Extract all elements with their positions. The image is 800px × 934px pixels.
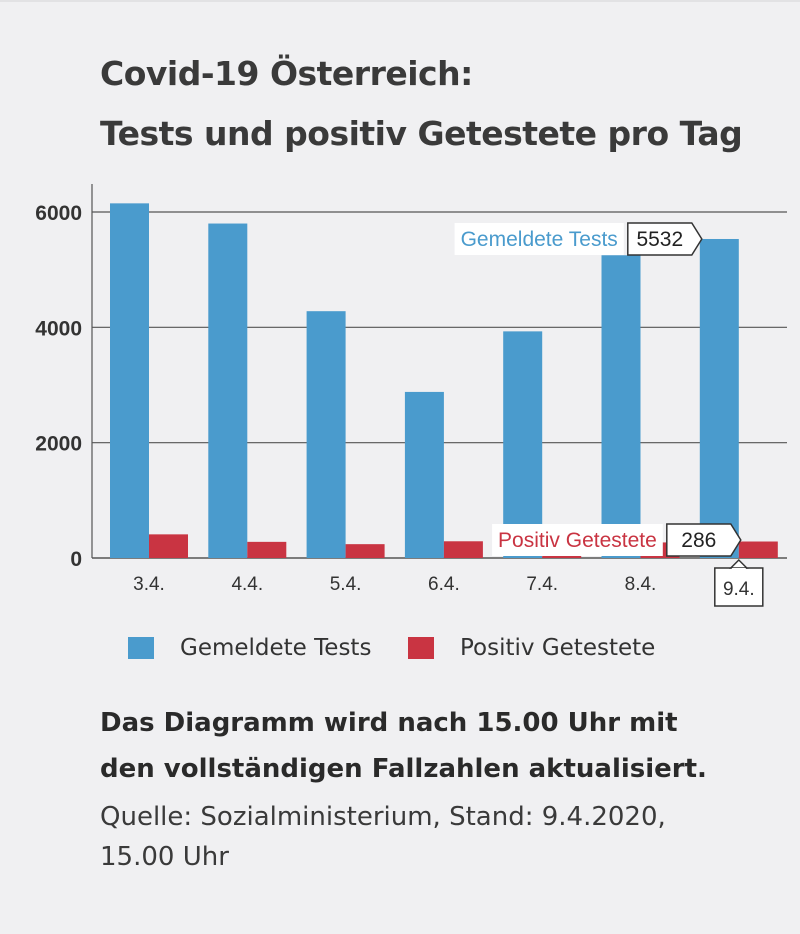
highlight-tick-gap: [731, 568, 746, 571]
highlight-tick-pointer: [728, 558, 749, 569]
y-tick-label: 2000: [35, 433, 82, 456]
bar-tests: [601, 255, 641, 558]
source-line-2: 15.00 Uhr: [100, 842, 229, 872]
annotation-label-positive: Positiv Getestete: [498, 529, 657, 552]
bar-tests: [306, 311, 346, 558]
legend-swatch-tests: [128, 637, 154, 659]
annotation-value-tests: 5532: [636, 228, 683, 251]
bar-chart: 0 2000 4000 6000 3.4. 4.4. 5.4. 6.4. 7.4. 8.4. 9.4…: [35, 184, 787, 607]
bar-positive: [738, 541, 778, 558]
x-tick-label: 6.4.: [428, 574, 460, 595]
bar-tests: [503, 331, 543, 558]
bar-positive: [149, 534, 188, 558]
annotation-label-bg-positive: [492, 524, 663, 556]
chart-title-line-2: Tests und positiv Getestete pro Tag: [100, 114, 743, 153]
bar-tests: [110, 203, 149, 558]
bar-positive: [345, 544, 385, 558]
x-tick-label: 3.4.: [133, 574, 165, 595]
x-tick-label: 4.4.: [231, 574, 263, 595]
update-note-line-1: Das Diagramm wird nach 15.00 Uhr mit: [100, 708, 678, 738]
annotation-label-tests: Gemeldete Tests: [461, 228, 618, 251]
annotation-value-positive: 286: [681, 529, 716, 552]
annotation-box-positive: [666, 523, 742, 557]
update-note-line-2: den vollständigen Fallzahlen aktualisier…: [100, 754, 707, 784]
annotation-box-tests: [627, 222, 703, 256]
chart-title-line-1: Covid-19 Österreich:: [100, 54, 473, 93]
legend-label-tests: Gemeldete Tests: [180, 635, 372, 661]
source-line-1: Quelle: Sozialministerium, Stand: 9.4.20…: [100, 802, 666, 832]
bar-tests: [208, 223, 248, 559]
x-tick-label: 5.4.: [330, 574, 362, 595]
y-tick-label: 0: [70, 548, 82, 571]
bar-tests: [699, 238, 739, 558]
legend-item-positive: Positiv Getestete: [408, 630, 655, 666]
legend-label-positive: Positiv Getestete: [460, 635, 656, 661]
y-tick-label: 6000: [35, 202, 82, 225]
x-tick-label: 7.4.: [526, 574, 558, 595]
x-tick-label: 8.4.: [625, 574, 657, 595]
legend-item-tests: Gemeldete Tests: [128, 630, 371, 666]
bar-tests: [404, 391, 444, 558]
x-tick-label-highlighted: 9.4.: [723, 579, 755, 600]
y-tick-label: 4000: [35, 317, 82, 340]
annotation-label-bg-tests: [454, 222, 624, 255]
bar-positive: [247, 541, 287, 558]
legend-swatch-positive: [408, 637, 434, 659]
bar-positive: [443, 541, 483, 558]
